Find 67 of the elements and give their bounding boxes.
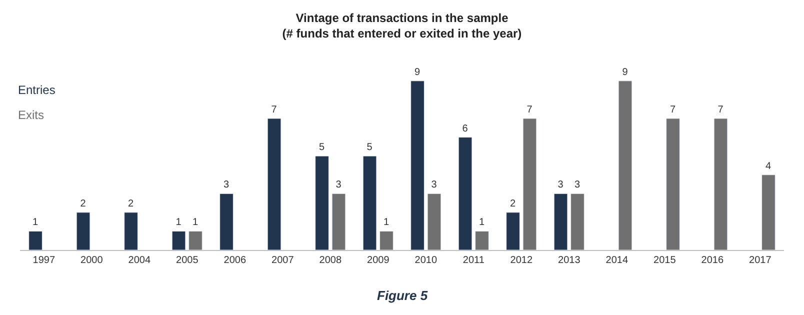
bar <box>570 193 584 250</box>
data-label: 1 <box>478 217 485 228</box>
bar <box>188 230 202 250</box>
bar <box>506 212 520 250</box>
bar <box>666 118 680 250</box>
x-tick-label: 2017 <box>749 255 772 266</box>
x-tick-label: 2016 <box>701 255 724 266</box>
bar <box>427 193 442 250</box>
x-tick-label: 2015 <box>654 255 676 266</box>
bar <box>762 174 776 250</box>
data-label: 5 <box>366 142 373 154</box>
data-label: 3 <box>574 180 580 191</box>
x-tick-label: 2007 <box>272 255 294 266</box>
x-tick-label: 2005 <box>176 255 199 266</box>
x-tick-label: 2012 <box>510 255 533 266</box>
x-tick-label: 2004 <box>128 255 151 266</box>
bar <box>332 193 346 250</box>
bar <box>124 212 138 250</box>
data-label: 2 <box>128 198 134 210</box>
data-label: 3 <box>431 180 438 191</box>
data-label: 2 <box>510 198 516 210</box>
x-tick-label: 2014 <box>606 255 628 266</box>
bar <box>475 230 489 250</box>
bar <box>410 80 424 250</box>
data-label: 9 <box>414 66 421 78</box>
x-tick-label: 2009 <box>367 255 390 266</box>
bar <box>28 230 42 250</box>
x-tick-label: 1997 <box>32 255 56 266</box>
chart-title: Vintage of transactions in the sample <box>296 11 509 26</box>
x-tick-label: 2006 <box>224 255 246 266</box>
data-label: 1 <box>176 217 182 228</box>
data-label: 4 <box>765 160 772 172</box>
bar <box>714 118 728 250</box>
data-label: 1 <box>383 217 390 228</box>
bar <box>554 193 568 250</box>
data-label: 7 <box>526 104 533 116</box>
text: Exits <box>18 108 44 122</box>
bar <box>380 230 394 250</box>
bar <box>76 212 90 250</box>
data-label: 5 <box>319 142 326 154</box>
data-label: 3 <box>336 180 342 191</box>
data-label: 7 <box>718 104 724 116</box>
caption: Figure 5 <box>377 288 428 303</box>
data-label: 1 <box>32 217 39 228</box>
bar <box>315 156 329 250</box>
bar <box>618 80 632 250</box>
data-label: 3 <box>558 180 564 191</box>
bar <box>362 156 377 250</box>
data-label: 1 <box>192 217 198 228</box>
x-tick-label: 2010 <box>414 255 438 266</box>
bar <box>267 118 282 250</box>
x-tick-label: 2008 <box>319 255 342 266</box>
data-label: 3 <box>224 180 230 191</box>
data-label: 9 <box>622 66 628 78</box>
bar <box>522 118 537 250</box>
x-tick-label: 2000 <box>80 255 104 266</box>
data-label: 7 <box>271 104 278 116</box>
bar <box>458 137 472 250</box>
data-label: 7 <box>670 104 676 116</box>
chart-subtitle: (# funds that entered or exited in the year) <box>282 26 522 41</box>
bar <box>172 230 186 250</box>
x-tick-label: 2011 <box>462 255 485 266</box>
x-tick-label: 2013 <box>558 255 581 266</box>
text: Entries <box>18 83 56 97</box>
bar <box>220 193 234 250</box>
data-label: 6 <box>462 123 468 134</box>
data-label: 2 <box>80 198 86 210</box>
